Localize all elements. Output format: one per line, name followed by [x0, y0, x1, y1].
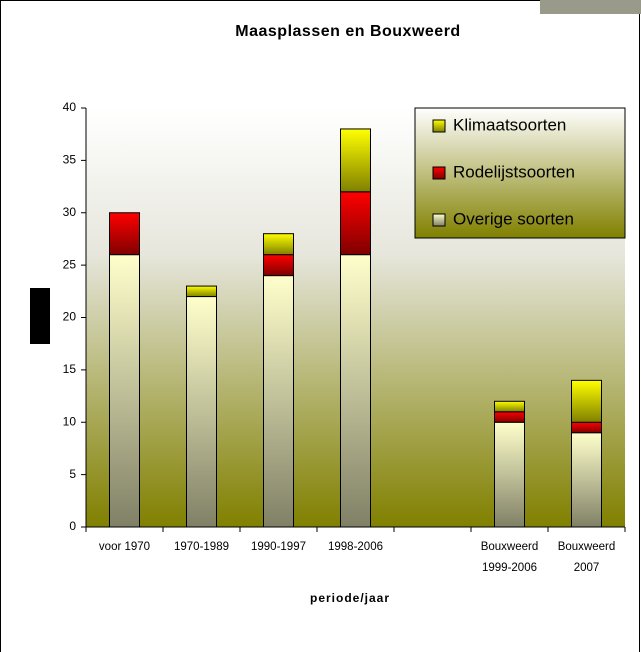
- photo-edge: [540, 0, 641, 14]
- bar-segment: [264, 255, 294, 276]
- bar-segment: [495, 422, 525, 527]
- y-tick-label: 40: [63, 100, 77, 114]
- legend-swatch: [433, 120, 445, 132]
- chart-title: Maasplassen en Bouxweerd: [235, 23, 460, 40]
- x-tick-label: voor 1970: [87, 537, 163, 558]
- bar-segment: [264, 276, 294, 527]
- y-tick-label: 0: [69, 519, 76, 533]
- bar-segment: [572, 422, 602, 432]
- bar-segment: [187, 297, 217, 527]
- bar-segment: [341, 255, 371, 527]
- x-tick-label: 1990-1997: [241, 537, 317, 558]
- bar-segment: [110, 213, 140, 255]
- bar-segment: [264, 234, 294, 255]
- legend-swatch: [433, 167, 445, 179]
- y-tick-label: 25: [63, 257, 77, 271]
- legend-label: Klimaatsoorten: [453, 115, 566, 134]
- y-tick-label: 35: [63, 153, 77, 167]
- legend-label: Overige soorten: [453, 209, 574, 228]
- legend-label: Rodelijstsoorten: [453, 162, 575, 181]
- bar-segment: [341, 129, 371, 192]
- bar-segment: [495, 401, 525, 411]
- x-tick-label: Bouxweerd 1999-2006: [472, 537, 548, 579]
- redacted-y-label: [30, 288, 50, 344]
- x-tick-label: 1998-2006: [318, 537, 394, 558]
- bar-segment: [572, 380, 602, 422]
- y-tick-label: 5: [69, 467, 76, 481]
- x-tick-label: Bouxweerd 2007: [549, 537, 625, 579]
- y-tick-label: 30: [63, 205, 77, 219]
- y-tick-label: 15: [63, 362, 77, 376]
- bar-segment: [187, 286, 217, 296]
- page: Maasplassen en Bouxweerd periode/jaar 0 5…: [0, 0, 641, 652]
- x-tick-label: 1970-1989: [164, 537, 240, 558]
- legend-swatch: [433, 214, 445, 226]
- y-tick-label: 10: [63, 414, 77, 428]
- y-tick-label: 20: [63, 310, 77, 324]
- bar-segment: [572, 433, 602, 527]
- bar-segment: [110, 255, 140, 527]
- x-axis-title: periode/jaar: [310, 591, 390, 605]
- bar-segment: [495, 412, 525, 422]
- bar-segment: [341, 192, 371, 255]
